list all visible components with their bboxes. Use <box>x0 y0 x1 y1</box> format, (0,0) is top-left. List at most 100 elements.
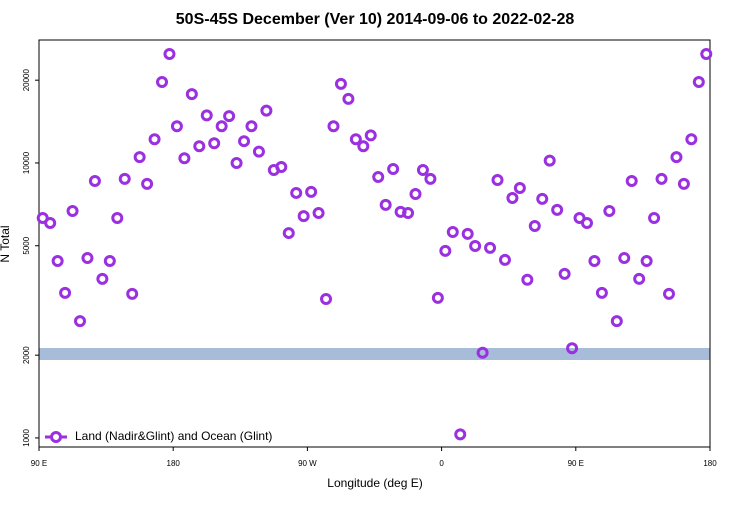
data-point <box>44 216 57 229</box>
data-point <box>74 315 87 328</box>
data-point <box>208 137 221 150</box>
data-point <box>320 293 333 306</box>
data-point <box>484 241 497 254</box>
x-tick-label: 90 E <box>568 459 584 468</box>
data-point <box>558 267 571 280</box>
data-point <box>454 428 467 441</box>
data-point <box>595 286 608 299</box>
y-tick-label: 20000 <box>22 69 31 92</box>
data-point <box>566 342 579 355</box>
legend-label: Land (Nadir&Glint) and Ocean (Glint) <box>75 429 272 443</box>
data-point <box>528 219 541 232</box>
data-point <box>551 203 564 216</box>
legend-marker <box>50 431 62 443</box>
data-point <box>81 252 94 265</box>
x-axis-label: Longitude (deg E) <box>327 476 422 490</box>
data-point <box>618 252 631 265</box>
x-tick-label: 90 E <box>31 459 47 468</box>
data-point <box>416 163 429 176</box>
ocean-band <box>39 348 710 360</box>
data-point <box>156 75 169 88</box>
data-point <box>103 255 116 268</box>
data-point <box>633 272 646 285</box>
data-point <box>610 315 623 328</box>
data-point <box>170 120 183 133</box>
data-point <box>491 174 504 187</box>
data-point <box>59 286 72 299</box>
data-point <box>543 154 556 167</box>
data-point <box>662 287 675 300</box>
data-point <box>111 211 124 224</box>
data-point <box>133 151 146 164</box>
data-point <box>580 216 593 229</box>
data-point <box>625 174 638 187</box>
data-point <box>88 174 101 187</box>
data-point <box>200 109 213 122</box>
data-point <box>372 171 385 184</box>
data-point <box>312 206 325 219</box>
data-point <box>96 272 109 285</box>
data-point <box>677 177 690 190</box>
data-point <box>439 244 452 257</box>
data-point <box>238 135 251 148</box>
data-point <box>513 181 526 194</box>
data-point <box>357 140 370 153</box>
data-point <box>655 172 668 185</box>
data-point <box>51 255 64 268</box>
data-point <box>148 133 161 146</box>
data-point <box>431 291 444 304</box>
data-point <box>141 177 154 190</box>
legend: Land (Nadir&Glint) and Ocean (Glint) <box>45 429 272 443</box>
data-point <box>446 225 459 238</box>
data-point <box>223 110 236 123</box>
data-point <box>387 162 400 175</box>
data-point <box>692 75 705 88</box>
x-tick-label: 90 W <box>298 459 317 468</box>
data-point <box>163 48 176 61</box>
y-tick-label: 10000 <box>22 151 31 174</box>
x-tick-label: 180 <box>167 459 181 468</box>
data-point <box>402 206 415 219</box>
data-point <box>469 239 482 252</box>
data-point <box>305 185 318 198</box>
data-point <box>260 104 273 117</box>
data-point <box>290 186 303 199</box>
data-point <box>685 133 698 146</box>
x-tick-label: 180 <box>703 459 717 468</box>
data-point <box>640 255 653 268</box>
data-point <box>670 151 683 164</box>
data-point <box>275 160 288 173</box>
y-axis-label: N Total <box>0 225 12 262</box>
data-point <box>588 255 601 268</box>
y-tick-label: 1000 <box>22 428 31 446</box>
data-point <box>66 204 79 217</box>
data-point <box>252 145 265 158</box>
x-tick-label: 0 <box>439 459 444 468</box>
plot-frame <box>38 39 711 448</box>
data-point <box>700 48 713 61</box>
y-tick-label: 5000 <box>22 236 31 254</box>
data-point <box>521 273 534 286</box>
data-point <box>178 152 191 165</box>
data-point <box>498 253 511 266</box>
data-point <box>349 133 362 146</box>
data-point <box>461 227 474 240</box>
data-point <box>424 172 437 185</box>
data-point <box>282 227 295 240</box>
data-point <box>379 198 392 211</box>
data-point <box>118 172 131 185</box>
data-point <box>230 156 243 169</box>
data-point <box>648 211 661 224</box>
chart-title: 50S-45S December (Ver 10) 2014-09-06 to … <box>176 11 575 28</box>
data-point <box>185 88 198 101</box>
data-point <box>245 120 258 133</box>
data-point <box>476 346 489 359</box>
data-point <box>126 287 139 300</box>
data-point <box>215 120 228 133</box>
data-point <box>409 188 422 201</box>
data-point <box>297 210 310 223</box>
data-point <box>342 92 355 105</box>
data-point <box>193 140 206 153</box>
data-point <box>334 77 347 90</box>
